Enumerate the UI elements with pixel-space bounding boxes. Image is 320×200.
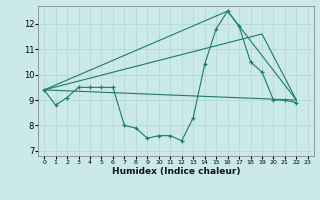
X-axis label: Humidex (Indice chaleur): Humidex (Indice chaleur) — [112, 167, 240, 176]
